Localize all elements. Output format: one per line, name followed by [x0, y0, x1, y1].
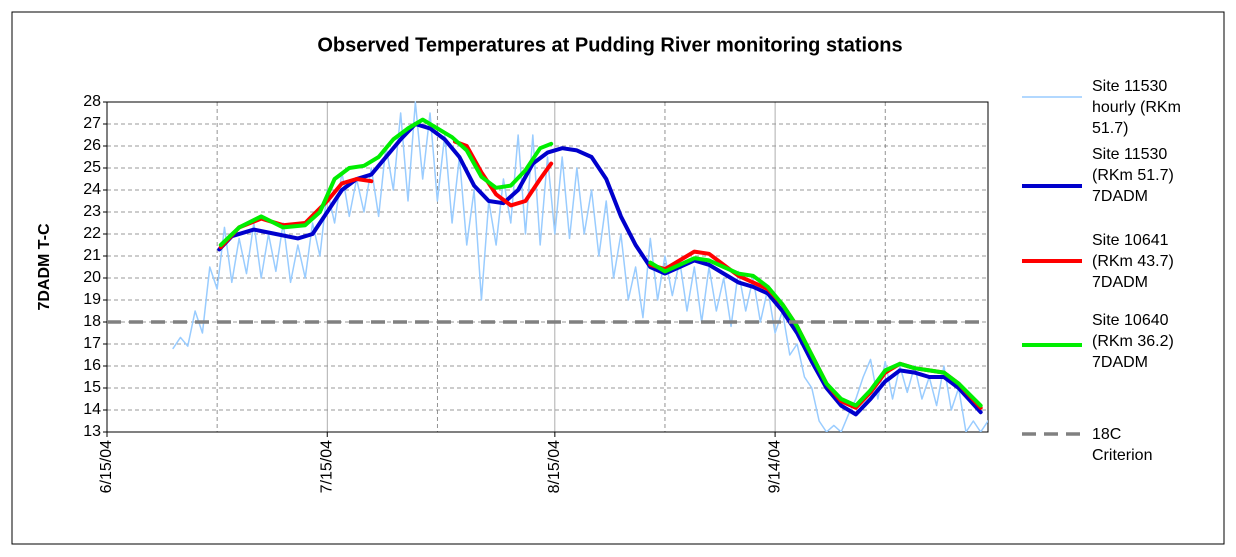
plot-frame [106, 101, 989, 433]
y-tick-label: 15 [83, 379, 101, 396]
chart-title: Observed Temperatures at Pudding River m… [317, 34, 902, 56]
y-tick-label: 25 [83, 159, 101, 176]
y-tick-label: 26 [83, 137, 101, 154]
x-tick-label: 6/15/04 [98, 440, 115, 493]
y-tick-label: 16 [83, 357, 101, 374]
y-tick-label: 19 [83, 291, 101, 308]
x-tick-label: 8/15/04 [546, 440, 563, 493]
y-axis-label: 7DADM T-C [36, 223, 53, 311]
y-tick-label: 22 [83, 225, 101, 242]
y-tick-label: 21 [83, 247, 101, 264]
y-tick-label: 18 [83, 313, 101, 330]
legend-label: 18C Criterion [1092, 426, 1153, 464]
y-tick-label: 17 [83, 335, 101, 352]
y-tick-label: 27 [83, 115, 101, 132]
y-tick-label: 28 [83, 93, 101, 110]
y-tick-label: 24 [83, 181, 101, 198]
y-tick-label: 23 [83, 203, 101, 220]
series-line [218, 117, 983, 408]
legend-label: Site 10640 (RKm 36.2) 7DADM [1092, 312, 1174, 371]
y-tick-label: 14 [83, 401, 101, 418]
x-tick-label: 7/15/04 [318, 440, 335, 493]
legend-label: Site 11530 (RKm 51.7) 7DADM [1092, 146, 1174, 205]
x-tick-label: 9/14/04 [766, 440, 783, 493]
legend-label: Site 10641 (RKm 43.7) 7DADM [1092, 232, 1174, 291]
series-line [217, 122, 983, 417]
y-tick-label: 13 [83, 423, 101, 440]
y-tick-label: 20 [83, 269, 101, 286]
legend-label: Site 11530 hourly (RKm 51.7) [1092, 78, 1181, 137]
